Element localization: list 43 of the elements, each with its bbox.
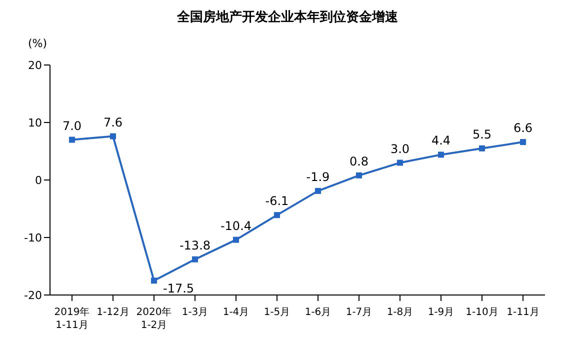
x-tick-label: 1-8月 — [386, 307, 414, 318]
point — [520, 139, 526, 146]
point — [151, 278, 157, 284]
y-tick-label: 10 — [28, 116, 42, 130]
x-tick-label: 1-9月 — [428, 307, 454, 318]
chart-title: 全国房地产开发企业本年到位资金增速 — [176, 8, 399, 26]
point — [356, 172, 362, 178]
data-label: 4.4 — [431, 134, 451, 148]
point — [110, 133, 116, 140]
data-label: 6.6 — [513, 121, 533, 136]
x-tick-label: 1-5月 — [264, 307, 290, 318]
data-label: 7.0 — [62, 118, 82, 133]
y-tick-label: 20 — [28, 58, 42, 72]
point — [479, 145, 485, 152]
x-tick-label: 2020年 1-2月 — [136, 306, 172, 331]
data-label: -13.8 — [179, 238, 211, 252]
point — [438, 152, 444, 158]
data-label: 3.0 — [390, 142, 410, 156]
point — [192, 256, 198, 262]
data-label: -17.5 — [163, 282, 194, 296]
y-tick-label: -20 — [24, 288, 42, 302]
x-tick-label: 1-6月 — [304, 307, 332, 318]
point — [274, 212, 280, 218]
x-tick-label: 1-11月 — [506, 307, 540, 318]
y-tick-label: 0 — [35, 174, 42, 187]
x-tick-label: 1-7月 — [346, 307, 372, 318]
x-tick-label: 1-3月 — [182, 307, 208, 318]
x-tick-label: 1-4月 — [222, 307, 250, 318]
data-label: -6.1 — [265, 194, 289, 208]
data-label: -10.4 — [220, 218, 252, 233]
point — [233, 236, 239, 243]
x-tick-label: 2019年 1-11月 — [54, 306, 90, 331]
x-tick-label: 1-10月 — [466, 307, 498, 318]
data-label: 5.5 — [472, 127, 492, 142]
y-axis-title: (%) — [28, 37, 48, 50]
point — [315, 188, 321, 194]
y-tick-label: -10 — [24, 231, 42, 244]
data-label: -1.9 — [306, 170, 330, 184]
data-label: 0.8 — [349, 154, 369, 168]
point — [397, 160, 403, 166]
data-label: 7.6 — [103, 115, 123, 130]
point — [69, 136, 75, 143]
x-tick-label: 1-12月 — [96, 307, 130, 318]
